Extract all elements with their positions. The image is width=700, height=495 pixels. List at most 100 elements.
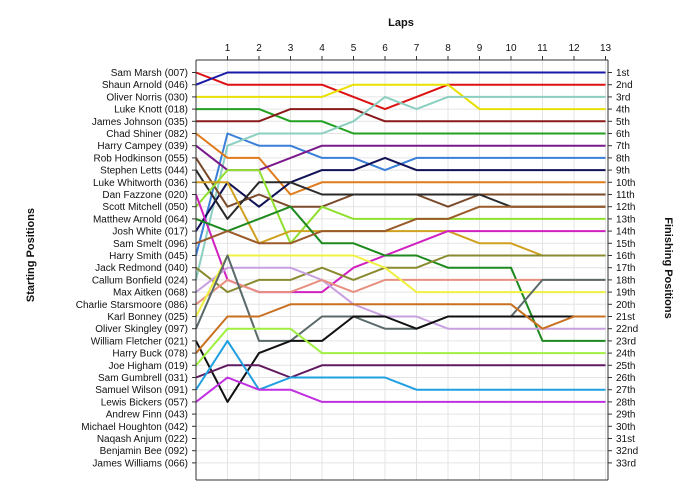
finishing-position-label: 33rd [616, 458, 636, 469]
finishing-position-label: 18th [616, 275, 635, 286]
series-line [195, 254, 606, 294]
starting-position-label: Naqash Anjum (022) [97, 434, 188, 445]
series-line [195, 327, 606, 366]
lap-tick-label: 10 [505, 43, 517, 54]
finishing-position-label: 24th [616, 349, 635, 360]
series-line [195, 303, 606, 354]
lap-tick-label: 8 [445, 43, 451, 54]
lap-tick-label: 13 [600, 43, 612, 54]
finishing-position-label: 10th [616, 178, 635, 189]
finishing-position-label: 19th [616, 288, 635, 299]
lap-tick-label: 7 [414, 43, 420, 54]
starting-position-label: Rob Hodkinson (055) [94, 153, 189, 164]
finishing-position-label: 28th [616, 397, 635, 408]
lap-tick-label: 2 [256, 43, 262, 54]
lap-tick-label: 4 [319, 43, 325, 54]
starting-position-label: Stephen Letts (044) [100, 166, 188, 177]
series-line [195, 315, 606, 403]
finishing-position-label: 25th [616, 361, 635, 372]
starting-position-label: Karl Bonney (025) [107, 312, 188, 323]
series-line [195, 266, 606, 330]
starting-position-label: Matthew Arnold (064) [93, 214, 188, 225]
finishing-position-label: 9th [616, 166, 630, 177]
finishing-position-labels: 1st2nd3rd4th5th6th7th8th9th10th11th12th1… [616, 68, 638, 469]
series-line [195, 376, 606, 403]
plot-area [192, 56, 612, 481]
finishing-position-label: 5th [616, 117, 630, 128]
finishing-position-label: 4th [616, 105, 630, 116]
finishing-position-label: 30th [616, 422, 635, 433]
series-line [195, 205, 606, 245]
lap-tick-label: 11 [537, 43, 548, 54]
starting-position-label: Samuel Wilson (091) [95, 385, 188, 396]
starting-position-label: Shaun Arnold (046) [102, 80, 188, 91]
starting-position-labels: Sam Marsh (007)Shaun Arnold (046)Oliver … [76, 68, 188, 469]
series-lines [195, 71, 606, 403]
series-line [195, 156, 606, 232]
starting-position-label: Sam Smelt (096) [113, 239, 188, 250]
finishing-position-label: 23rd [616, 336, 636, 347]
series-line [195, 71, 606, 86]
series-line [195, 254, 606, 317]
lap-tick-label: 6 [382, 43, 388, 54]
series-line [196, 108, 606, 123]
series-line [196, 181, 606, 257]
starting-position-label: Charlie Starsmoore (086) [76, 300, 188, 311]
finishing-position-label: 13th [616, 214, 635, 225]
x-axis-title: Laps [388, 17, 414, 29]
finishing-position-label: 1st [616, 68, 630, 79]
starting-position-label: Luke Knott (018) [114, 105, 188, 116]
finishing-position-label: 14th [616, 227, 635, 238]
starting-position-label: Callum Bonfield (024) [92, 275, 188, 286]
axes [192, 56, 612, 481]
starting-position-label: Max Aitken (068) [113, 288, 188, 299]
finishing-position-label: 16th [616, 251, 635, 262]
finishing-position-label: 17th [616, 263, 635, 274]
finishing-position-label: 12th [616, 202, 635, 213]
finishing-position-label: 20th [616, 300, 635, 311]
series-line [195, 95, 606, 281]
starting-position-label: Sam Gumbrell (031) [98, 373, 188, 384]
starting-position-label: Joe Higham (019) [109, 361, 188, 372]
lap-tick-label: 3 [288, 43, 294, 54]
lap-tick-label: 1 [225, 43, 231, 54]
starting-position-label: Sam Marsh (007) [111, 68, 188, 79]
lap-tick-labels: 1 2 3 4 5 6 7 8 9 10 11 12 13 [225, 43, 612, 54]
series-line [196, 83, 606, 111]
series-line [195, 144, 606, 172]
finishing-position-label: 6th [616, 129, 630, 140]
starting-position-label: Harry Smith (045) [109, 251, 188, 262]
finishing-position-label: 2nd [616, 80, 633, 91]
starting-position-label: Chad Shiner (082) [106, 129, 188, 140]
lap-tick-label: 9 [477, 43, 483, 54]
starting-position-label: Lewis Bickers (057) [101, 397, 188, 408]
starting-position-label: Scott Mitchell (050) [102, 202, 188, 213]
starting-position-label: Harry Buck (078) [112, 349, 188, 360]
plot-background [196, 60, 608, 480]
lap-tick-label: 5 [351, 43, 357, 54]
starting-position-label: Oliver Norris (030) [106, 92, 188, 103]
series-line [195, 254, 606, 342]
finishing-position-label: 21st [616, 312, 635, 323]
finishing-position-label: 7th [616, 141, 630, 152]
right-axis-title: Finishing Positions [662, 217, 674, 318]
finishing-position-label: 29th [616, 410, 635, 421]
finishing-position-label: 8th [616, 153, 630, 164]
finishing-position-label: 11th [616, 190, 635, 201]
starting-position-label: James Johnson (035) [92, 117, 188, 128]
finishing-position-label: 22nd [616, 324, 638, 335]
finishing-position-label: 31st [616, 434, 635, 445]
starting-position-label: William Fletcher (021) [91, 336, 188, 347]
starting-position-label: Dan Fazzone (020) [102, 190, 188, 201]
series-line [195, 339, 606, 391]
finishing-position-label: 27th [616, 385, 635, 396]
finishing-position-label: 15th [616, 239, 635, 250]
series-line [195, 169, 606, 245]
series-line [196, 108, 606, 135]
finishing-position-label: 26th [616, 373, 635, 384]
starting-position-label: Harry Campey (039) [97, 141, 188, 152]
left-axis-title: Starting Positions [25, 208, 37, 302]
starting-position-label: Josh White (017) [112, 227, 188, 238]
starting-position-label: Benjamin Bee (092) [100, 446, 188, 457]
